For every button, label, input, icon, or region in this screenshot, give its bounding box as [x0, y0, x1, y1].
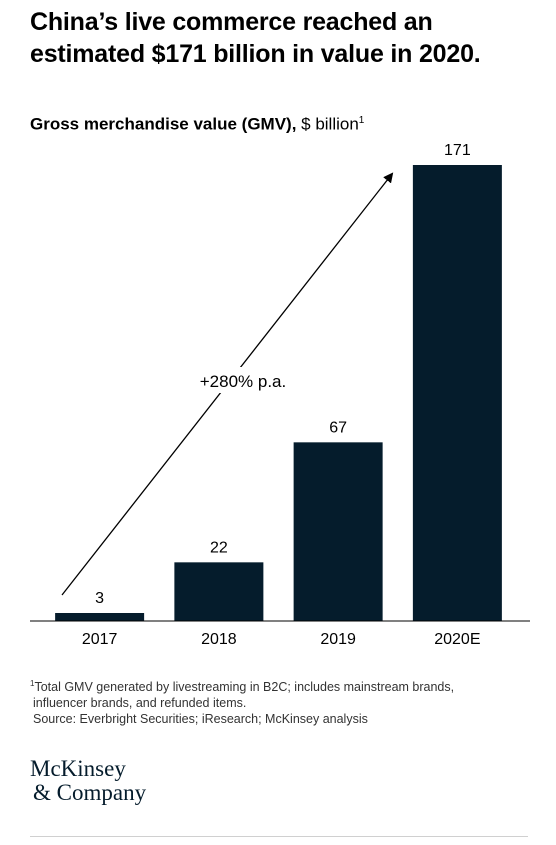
- bar-chart: 3 2017 22 2018 67 2019 171 2020E +280% p.a.: [30, 142, 530, 648]
- bottom-divider: [30, 836, 528, 837]
- data-label-2017: 3: [95, 590, 104, 607]
- bar-2019: [293, 442, 383, 621]
- footnote-line-1: Total GMV generated by livestreaming in …: [34, 680, 455, 695]
- x-tick-label-2019: 2019: [320, 631, 356, 648]
- subtitle-unit: $ billion: [296, 114, 359, 134]
- growth-annotation: +280% p.a.: [200, 372, 287, 391]
- data-label-2018: 22: [210, 539, 228, 556]
- logo-line-1: McKinsey: [30, 756, 126, 781]
- annotation-background: [188, 367, 298, 393]
- logo-line-2: & Company: [33, 780, 147, 805]
- source-note: Source: Everbright Securities; iResearch…: [33, 712, 368, 727]
- bar-2018: [174, 562, 264, 621]
- mckinsey-logo: McKinsey & Company: [30, 757, 146, 805]
- chart-subtitle: Gross merchandise value (GMV), $ billion…: [30, 111, 364, 135]
- subtitle-measure: Gross merchandise value (GMV),: [30, 114, 297, 134]
- footnote-marker: 1: [30, 679, 35, 688]
- subtitle-footnote-marker: 1: [358, 115, 365, 126]
- x-tick-label-2018: 2018: [201, 631, 237, 648]
- footnote: 1Total GMV generated by livestreaming in…: [30, 676, 530, 727]
- page-title: China’s live commerce reached an estimat…: [30, 8, 481, 68]
- bar-2020E: [412, 165, 502, 621]
- bar-2017: [55, 613, 145, 621]
- x-tick-label-2020E: 2020E: [434, 631, 480, 648]
- x-tick-label-2017: 2017: [82, 631, 118, 648]
- footnote-line-2: influencer brands, and refunded items.: [33, 696, 247, 711]
- data-label-2020E: 171: [444, 142, 471, 159]
- data-label-2019: 67: [329, 419, 347, 436]
